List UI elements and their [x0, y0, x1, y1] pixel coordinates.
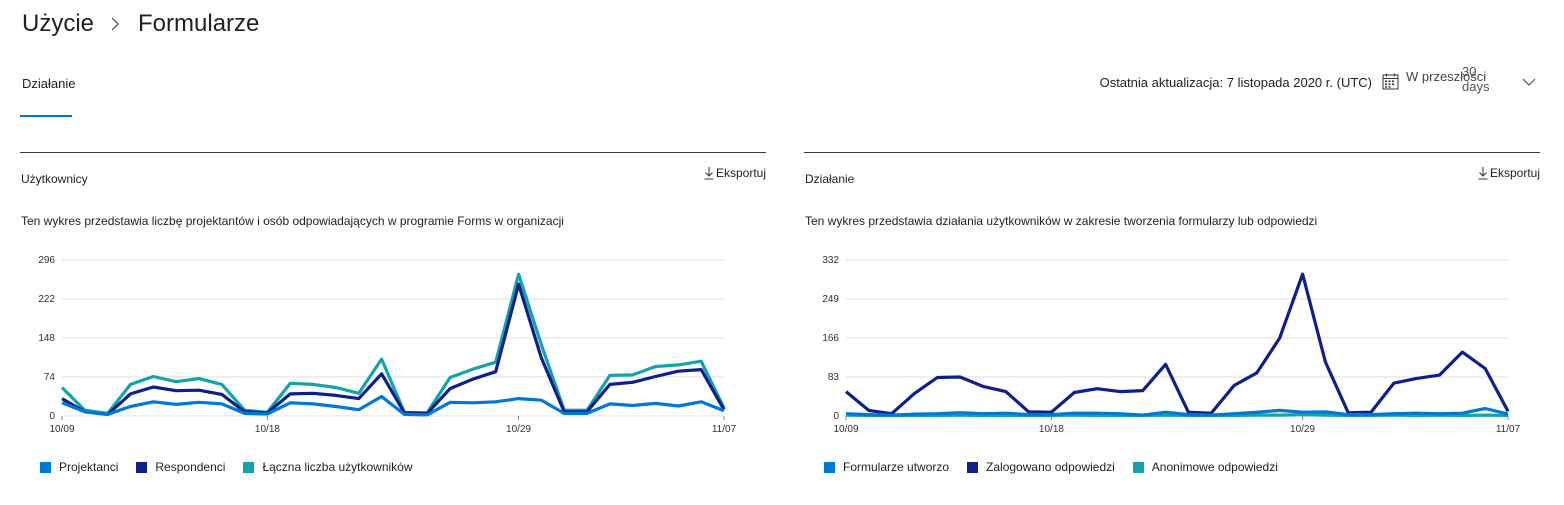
calendar-icon[interactable]: [1382, 73, 1400, 91]
y-tick-label: 166: [822, 333, 839, 344]
y-tick-label: 332: [822, 255, 839, 266]
export-label: Eksportuj: [715, 166, 766, 180]
legend-item[interactable]: Respondenci: [136, 460, 225, 474]
page-title: Formularze: [138, 10, 260, 37]
chevron-down-icon[interactable]: [1522, 75, 1536, 89]
series-line-2[interactable]: [844, 272, 1510, 416]
date-range-overlay: 30 days: [1462, 64, 1490, 94]
x-tick-label: 10/29: [1290, 424, 1315, 435]
legend-item[interactable]: Projektanci: [40, 460, 118, 474]
x-tick-label: 10/29: [506, 424, 531, 435]
breadcrumb-parent[interactable]: Użycie: [22, 10, 95, 37]
x-tick-label: 10/09: [833, 424, 858, 435]
download-icon: [704, 167, 714, 180]
chart-legend: Projektanci Respondenci Łączna liczba uż…: [40, 460, 431, 474]
series-line-2[interactable]: [61, 282, 726, 416]
legend-swatch: [40, 461, 51, 473]
legend-label: Formularze utworzo: [843, 460, 950, 474]
legend-swatch: [1132, 461, 1144, 473]
legend-label: Anonimowe odpowiedzi: [1151, 460, 1278, 474]
x-tick-label: 10/18: [255, 424, 280, 435]
export-label: Eksportuj: [1489, 166, 1540, 180]
date-range-dropdown[interactable]: W przeszłości 30 days: [1406, 64, 1506, 94]
series-line-1[interactable]: [845, 406, 1509, 417]
chart-description: Ten wykres przedstawia działania użytkow…: [805, 214, 1318, 228]
legend-swatch: [136, 461, 148, 473]
y-tick-label: 222: [38, 294, 55, 305]
panel-title: Użytkownicy: [21, 172, 88, 186]
panel-title: Działanie: [805, 172, 855, 186]
last-updated-text: Ostatnia aktualizacja: 7 listopada 2020 …: [1099, 74, 1372, 90]
legend-swatch: [824, 461, 835, 473]
tab-activity[interactable]: Działanie: [22, 76, 76, 91]
y-tick-label: 83: [828, 372, 840, 383]
y-tick-label: 148: [38, 333, 55, 344]
tab-active-indicator: [20, 115, 72, 117]
legend-item[interactable]: Zalogowano odpowiedzi: [967, 460, 1115, 474]
x-tick-label: 11/07: [1496, 424, 1521, 435]
series-line-3[interactable]: [60, 272, 726, 415]
y-tick-label: 296: [38, 255, 55, 266]
chart-legend: Formularze utworzo Zalogowano odpowiedzi…: [824, 460, 1296, 474]
x-tick-label: 10/09: [49, 424, 74, 435]
breadcrumb: Użycie Formularze: [22, 10, 259, 38]
legend-label: Zalogowano odpowiedzi: [986, 460, 1115, 474]
users-panel: Użytkownicy Eksportuj Ten wykres przedst…: [20, 152, 766, 492]
legend-label: Respondenci: [155, 460, 226, 474]
y-tick-label: 0: [49, 411, 55, 422]
legend-label: Projektanci: [59, 460, 119, 474]
download-icon: [1478, 167, 1488, 180]
legend-label: Łączna liczba użytkowników: [262, 460, 413, 474]
legend-item[interactable]: Anonimowe odpowiedzi: [1132, 460, 1278, 474]
x-tick-label: 10/18: [1039, 424, 1064, 435]
y-tick-label: 0: [833, 411, 839, 422]
chart-description: Ten wykres przedstawia liczbę projektant…: [21, 214, 564, 228]
export-button[interactable]: Eksportuj: [704, 166, 766, 180]
activity-panel: Działanie Eksportuj Ten wykres przedstaw…: [804, 152, 1540, 492]
date-range-label: W przeszłości: [1406, 69, 1487, 84]
export-button[interactable]: Eksportuj: [1478, 166, 1540, 180]
activity-line-chart: 332 249 166 83 0 10/09 10/18 10/29 11/07: [822, 255, 1521, 435]
users-line-chart: 296 222 148 74 0 10/09 10/18 10/29 11/07: [38, 255, 737, 435]
legend-swatch: [967, 461, 979, 473]
panel-divider: [804, 152, 1540, 153]
legend-item[interactable]: Formularze utworzo: [824, 460, 949, 474]
series-line-1[interactable]: [61, 394, 725, 417]
y-tick-label: 74: [44, 372, 56, 383]
x-tick-label: 11/07: [712, 424, 737, 435]
panel-divider: [20, 152, 766, 153]
report-header-controls: Ostatnia aktualizacja: 7 listopada 2020 …: [1099, 64, 1536, 94]
y-tick-label: 249: [822, 294, 839, 305]
chevron-right-icon: [106, 12, 124, 36]
legend-swatch: [243, 461, 255, 473]
legend-item[interactable]: Łączna liczba użytkowników: [243, 460, 413, 474]
